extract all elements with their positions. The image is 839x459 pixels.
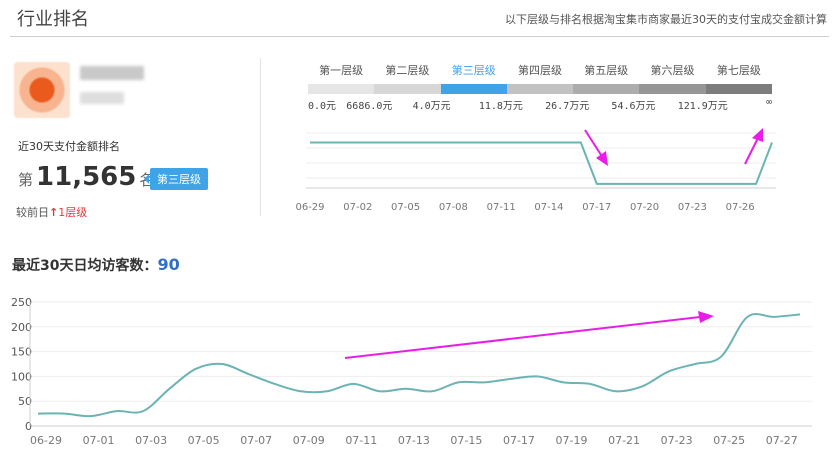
y-tick-label: 50: [18, 395, 32, 408]
tier-3[interactable]: 第三层级: [440, 62, 507, 94]
up-arrow-icon: ↑: [49, 206, 59, 219]
annotation-arrowhead: [596, 151, 608, 166]
x-tick-label: 07-15: [450, 434, 482, 447]
x-tick-label: 07-17: [582, 202, 611, 213]
shop-name-blurred: [80, 66, 144, 80]
x-tick-label: 07-26: [726, 202, 755, 213]
tier-bar: [374, 84, 441, 94]
x-tick-label: 07-07: [240, 434, 272, 447]
compare-prefix: 较前日: [16, 206, 49, 219]
tier-4[interactable]: 第四层级: [506, 62, 574, 94]
tier-bar: [573, 84, 640, 94]
x-tick-label: 06-29: [295, 202, 324, 213]
tier-1[interactable]: 第一层级: [308, 62, 375, 94]
y-tick-label: 0: [25, 420, 32, 433]
visitors-label: 最近30天日均访客数：: [12, 258, 158, 274]
x-tick-label: 06-29: [30, 434, 62, 447]
threshold-label: 121.9万元: [677, 101, 728, 112]
x-tick-label: 07-02: [343, 202, 372, 213]
annotation-arrow: [584, 129, 604, 159]
annotation-arrow: [344, 316, 701, 359]
threshold-label: 54.6万元: [611, 101, 656, 112]
visitors-series-line: [37, 313, 801, 418]
tier-label: 第三层级: [451, 64, 496, 77]
rank-compare: 较前日↑1层级: [16, 204, 87, 220]
x-tick-label: 07-01: [83, 434, 115, 447]
y-tick-label: 200: [11, 321, 32, 334]
tier-scale: 第一层级 第二层级 第三层级 第四层级 第五层级 第六层级 第七层级: [308, 62, 772, 94]
x-tick-label: 07-13: [398, 434, 430, 447]
annotation-arrowhead: [752, 128, 763, 142]
tier-7[interactable]: 第七层级: [705, 62, 772, 94]
tier-label: 第五层级: [584, 64, 629, 77]
tier-2[interactable]: 第二层级: [374, 62, 441, 94]
threshold-label: 4.0万元: [412, 101, 451, 112]
y-tick-label: 150: [11, 346, 32, 359]
tier-5[interactable]: 第五层级: [573, 62, 640, 94]
shop-subtitle-blurred: [80, 92, 124, 104]
tier-6[interactable]: 第六层级: [639, 62, 706, 94]
rank-series-line: [310, 141, 773, 185]
tier-badge: 第三层级: [144, 168, 208, 190]
rank-history-chart: 06-29 07-02 07-05 07-08 07-11 07-14 07-17 07-20…: [295, 128, 776, 213]
threshold-label: 11.8万元: [478, 101, 523, 112]
rank-display: 第 11,565 名: [18, 162, 154, 198]
x-tick-label: 07-19: [556, 434, 588, 447]
tier-label: 第四层级: [517, 64, 562, 77]
tier-bar: [308, 84, 375, 94]
header-divider: [10, 36, 829, 37]
x-tick-label: 07-23: [678, 202, 707, 213]
annotation-arrow: [744, 137, 759, 165]
rank-prefix: 第: [18, 171, 34, 189]
tier-label: 第二层级: [385, 64, 430, 77]
vertical-divider: [260, 58, 261, 216]
threshold-label: 6686.0元: [346, 101, 393, 112]
x-tick-label: 07-08: [439, 202, 468, 213]
shop-avatar: [14, 62, 70, 118]
x-tick-label: 07-03: [135, 434, 167, 447]
y-tick-label: 100: [11, 370, 32, 383]
rank-label: 近30天支付金额排名: [18, 140, 120, 153]
visitors-chart: 0 50 100 150 200 250 06-29 07-01 07-03 07-05 07-07…: [11, 296, 812, 447]
page-title: 行业排名: [17, 9, 89, 30]
x-tick-label: 07-27: [766, 434, 798, 447]
y-tick-label: 250: [11, 296, 32, 309]
x-tick-label: 07-05: [188, 434, 220, 447]
rank-value: 11,565: [36, 162, 137, 192]
tier-bar: [705, 84, 772, 94]
tier-label: 第七层级: [716, 64, 761, 77]
x-tick-label: 07-14: [534, 202, 563, 213]
tier-bar: [639, 84, 706, 94]
threshold-label: 0.0元: [308, 101, 337, 112]
threshold-label: 26.7万元: [545, 101, 590, 112]
x-tick-label: 07-25: [713, 434, 745, 447]
x-tick-label: 07-21: [608, 434, 640, 447]
visitors-title: 最近30天日均访客数：90: [12, 255, 180, 275]
x-tick-label: 07-17: [503, 434, 535, 447]
x-tick-label: 07-09: [293, 434, 325, 447]
threshold-label: ∞: [766, 97, 773, 108]
x-tick-label: 07-11: [487, 202, 516, 213]
x-tick-label: 07-05: [391, 202, 420, 213]
tier-label: 第一层级: [319, 64, 364, 77]
tier-bar: [440, 84, 507, 94]
visitors-value: 90: [157, 255, 180, 274]
x-tick-label: 07-11: [345, 434, 377, 447]
header-note: 以下层级与排名根据淘宝集市商家最近30天的支付宝成交金额计算: [505, 13, 827, 26]
x-tick-label: 07-20: [630, 202, 659, 213]
annotation-arrowhead: [698, 311, 714, 323]
x-tick-label: 07-23: [661, 434, 693, 447]
compare-value: 1层级: [58, 206, 88, 219]
tier-bar: [506, 84, 574, 94]
tier-label: 第六层级: [650, 64, 695, 77]
